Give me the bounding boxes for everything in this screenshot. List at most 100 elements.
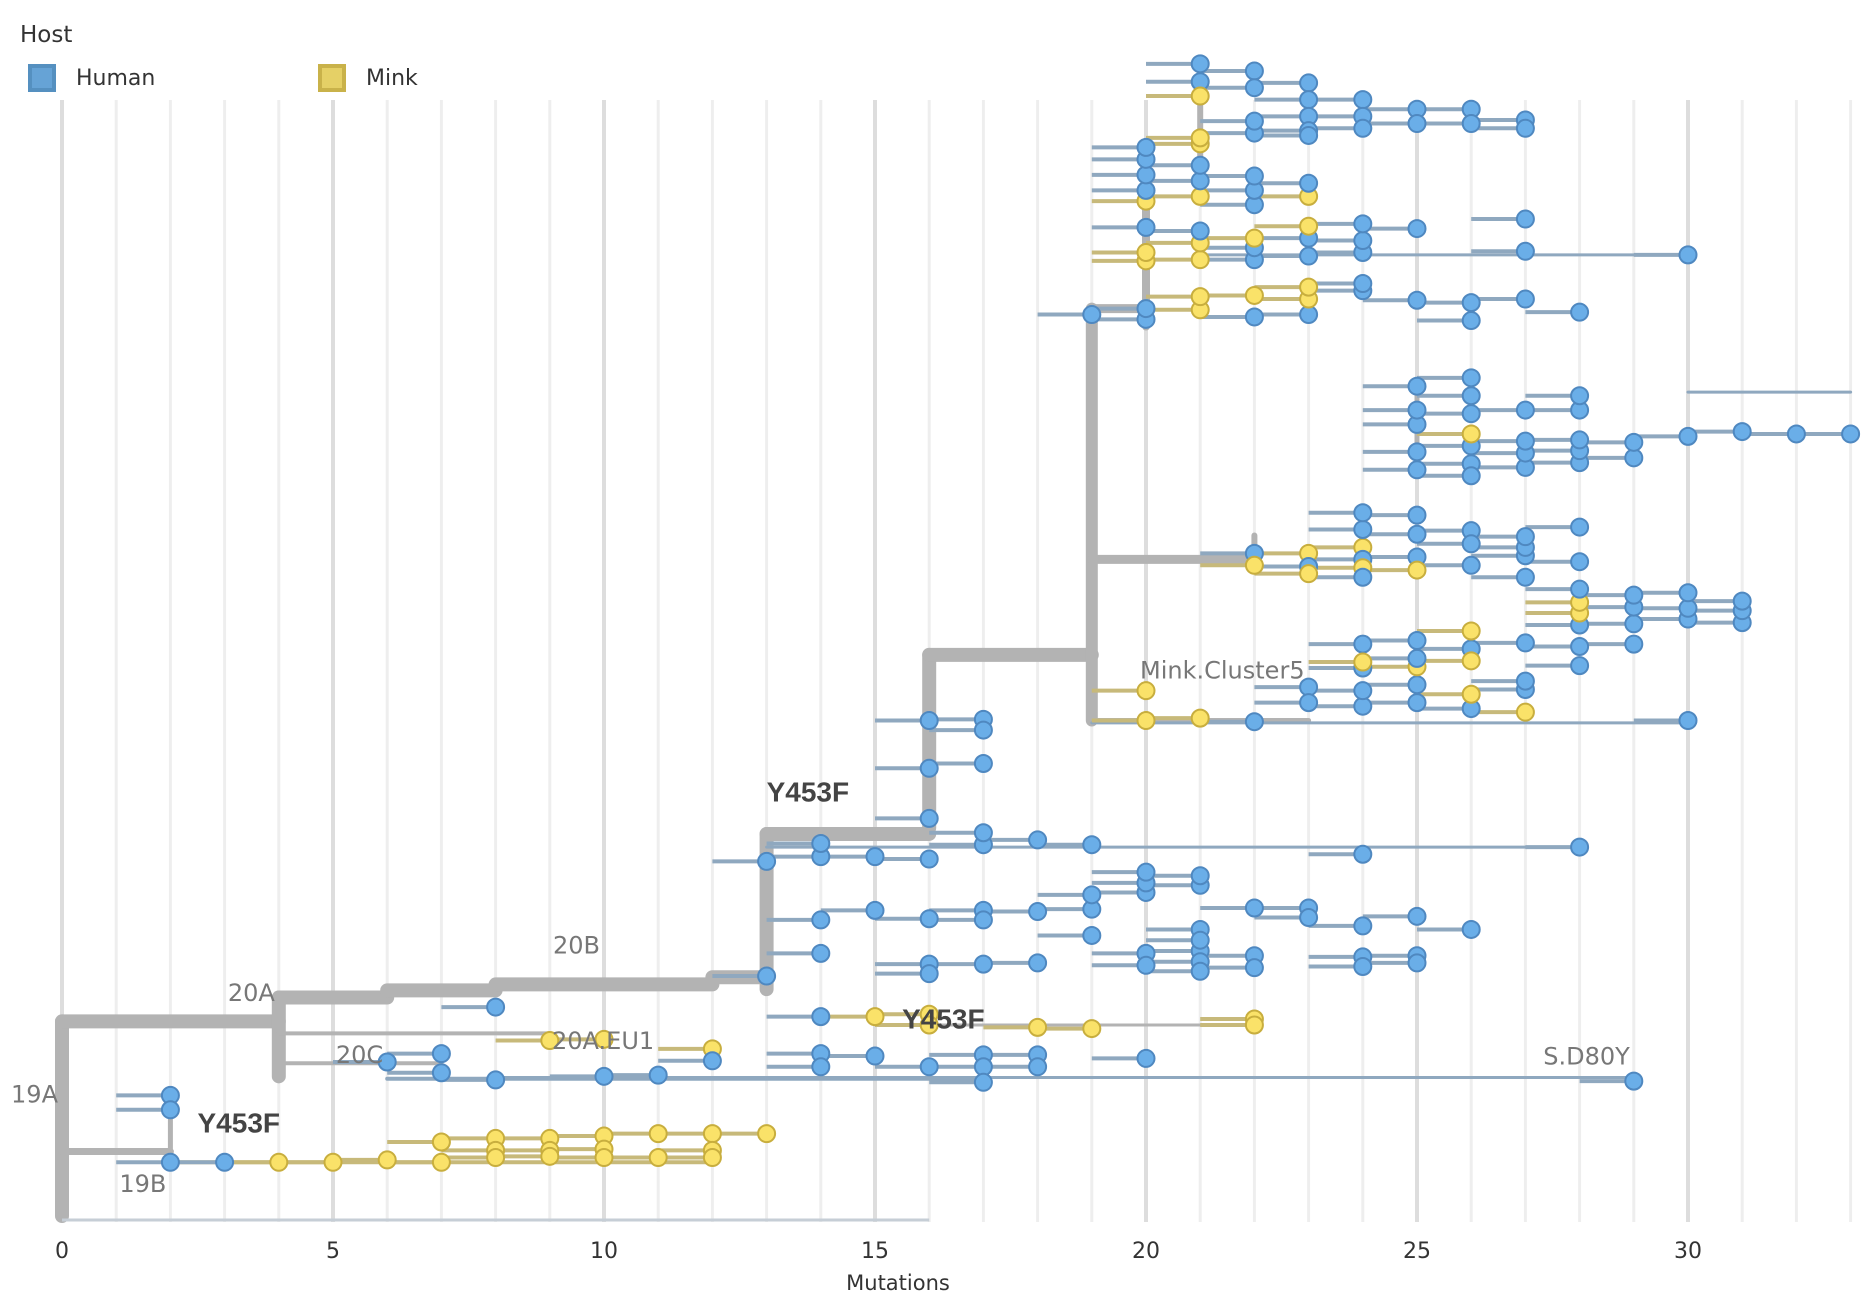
tip-node-human [1407,675,1427,695]
tip-node-human [919,808,939,828]
tip-node-mink [1244,285,1264,305]
tip-node-human [1299,305,1319,325]
tip-node-human [811,1007,831,1027]
tip-node-human [1515,633,1535,653]
tip-node-mink [377,1150,397,1170]
clade-label: 20A.EU1 [552,1027,654,1055]
mutation-label: Y453F [198,1107,281,1138]
tip-node-human [1136,217,1156,237]
tip-node-human [1299,90,1319,110]
tip-node-mink [757,1124,777,1144]
clade-label: 19A [11,1081,59,1109]
tip-node-human [1624,1071,1644,1091]
tip-node-mink [1299,564,1319,584]
tip-node-human [1244,78,1264,98]
tip-node-human [865,847,885,867]
tip-node-human [757,851,777,871]
tip-node-mink [594,1029,614,1049]
tip-node-human [1624,634,1644,654]
tip-node-human [1136,955,1156,975]
x-axis-title: Mutations [846,1271,950,1295]
legend-item-mink[interactable]: Mink [318,64,418,92]
tip-node-mink [1461,424,1481,444]
tip-node-human [1570,579,1590,599]
tip-node-human [1407,505,1427,525]
tip-node-human [1678,426,1698,446]
tip-node-human [1353,956,1373,976]
tip-node-human [1461,114,1481,134]
tip-node-human [1515,431,1535,451]
tip-node-mink [1461,651,1481,671]
tip-node-human [1299,908,1319,928]
x-tick-label: 20 [1132,1239,1160,1264]
tip-node-human [1407,631,1427,651]
tip-node-human [1407,376,1427,396]
tip-node-human [1244,111,1264,131]
tip-node-mink [1028,1017,1048,1037]
tip-node-human [1732,422,1752,442]
clade-label: Mink.Cluster5 [1140,657,1305,685]
tip-node-human [1461,293,1481,313]
tip-node-human [973,1072,993,1092]
tip-node-mink [702,1148,722,1168]
tip-node-human [1136,299,1156,319]
tip-node-human [1570,430,1590,450]
legend-label-mink: Mink [366,65,418,91]
tip-node-human [865,1046,885,1066]
tip-node-mink [1299,277,1319,297]
tip-node-human [1515,567,1535,587]
tip-node-human [1082,835,1102,855]
tip-node-mink [594,1148,614,1168]
tip-node-human [1407,290,1427,310]
tip-node-mink [1190,708,1210,728]
tip-node-human [1353,567,1373,587]
tip-node-mink [1407,560,1427,580]
tip-node-human [1244,958,1264,978]
tip-node-human [1244,61,1264,81]
tip-node-human [919,849,939,869]
tip-node-human [1136,165,1156,185]
tip-node-human [1136,180,1156,200]
tip-node-human [1407,906,1427,926]
tip-node-human [1136,862,1156,882]
tip-node-human [1678,598,1698,618]
legend-item-human[interactable]: Human [28,64,155,92]
tip-node-mink [1244,1015,1264,1035]
tip-node-human [973,754,993,774]
tip-node-human [1624,432,1644,452]
tip-node-human [1407,648,1427,668]
tip-node-human [1461,368,1481,388]
tip-node-mink [431,1132,451,1152]
tip-node-mink [919,1015,939,1035]
tip-node-human [1353,503,1373,523]
tip-node-human [1353,231,1373,251]
tip-node-human [919,1057,939,1077]
tip-node-human [1678,711,1698,731]
tip-node-human [1353,844,1373,864]
tip-node-human [1461,534,1481,554]
tip-node-human [1407,219,1427,239]
mutation-label: Y453F [767,777,850,808]
tip-node-human [919,711,939,731]
tip-node-human [1353,681,1373,701]
tip-node-human [486,1070,506,1090]
tip-node-human [1461,311,1481,331]
tip-node-human [1407,524,1427,544]
tip-node-human [1461,919,1481,939]
tip-node-human [1353,634,1373,654]
tip-node-human [1244,307,1264,327]
tip-node-human [1353,916,1373,936]
tip-node-mink [702,1124,722,1144]
tip-node-human [1082,885,1102,905]
tip-node-human [1515,400,1535,420]
tip-node-human [757,966,777,986]
tip-node-human [1515,209,1535,229]
tip-node-human [919,758,939,778]
tip-node-human [1028,1057,1048,1077]
human-swatch-icon [28,64,56,92]
tip-node-mink [323,1152,343,1172]
tip-node-human [1082,925,1102,945]
tip-node-human [1028,953,1048,973]
x-tick-label: 25 [1403,1239,1431,1264]
